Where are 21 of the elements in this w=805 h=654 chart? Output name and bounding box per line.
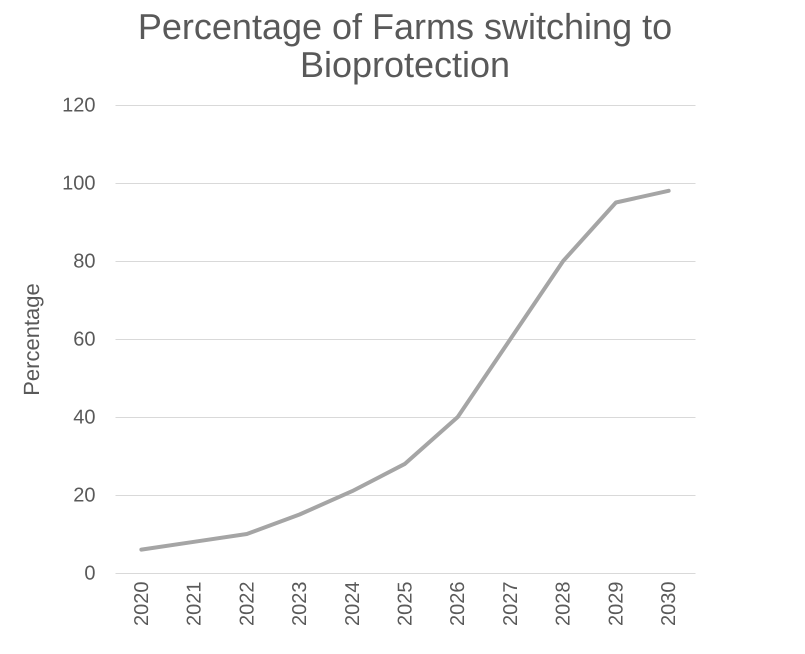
x-tick-label: 2028 [552,582,575,626]
x-tick-label: 2024 [342,582,364,626]
y-tick-label: 0 [84,562,96,584]
x-tick-label: 2027 [500,582,522,626]
y-tick-label: 100 [62,172,96,194]
x-tick-label: 2022 [236,582,258,626]
y-axis-title: Percentage [19,283,44,396]
y-tick-label: 120 [62,94,96,116]
x-tick-label: 2021 [184,582,206,626]
x-tick-label: 2029 [605,582,628,626]
chart-title: Percentage of Farms switching to Bioprotection [138,6,672,85]
x-tick-label: 2026 [447,582,470,626]
x-tick-label: 2020 [130,582,153,626]
x-tick-label: 2023 [289,582,312,626]
y-tick-label: 60 [73,328,96,350]
x-tick-label: 2030 [658,582,680,626]
line-series [139,188,671,552]
x-tick-label: 2025 [394,582,416,626]
y-tick-label: 80 [73,250,96,272]
y-tick-label: 40 [73,406,96,428]
y-tick-label: 20 [73,484,96,506]
